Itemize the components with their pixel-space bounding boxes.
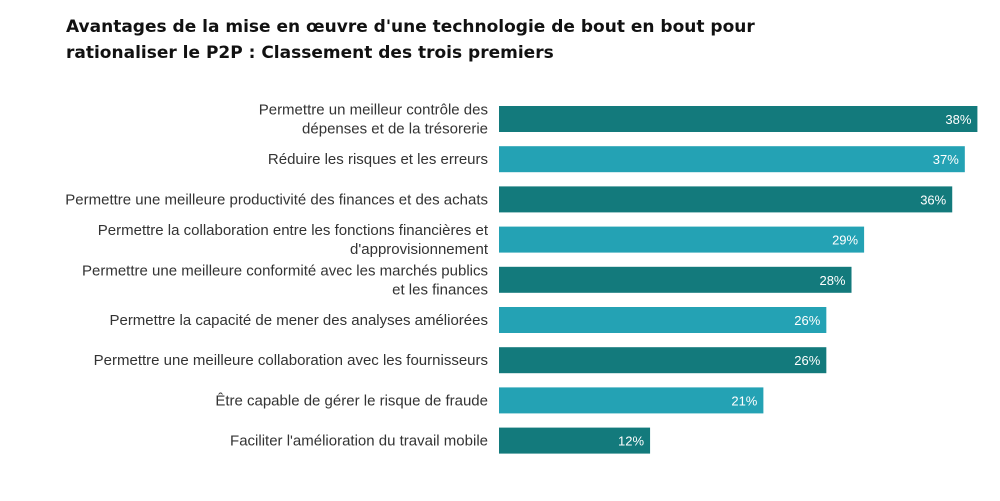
category-label-line: dépenses et de la trésorerie bbox=[302, 121, 488, 138]
bar-2 bbox=[499, 146, 965, 173]
bar-value-label-5: 28% bbox=[819, 273, 845, 288]
chart-title-line-2: rationaliser le P2P : Classement des tro… bbox=[66, 43, 554, 63]
category-label-6: Permettre la capacité de mener des analy… bbox=[109, 312, 488, 329]
bar-6 bbox=[499, 307, 827, 333]
category-label-line: Être capable de gérer le risque de fraud… bbox=[215, 392, 488, 409]
category-label-line: Permettre une meilleure conformité avec … bbox=[82, 262, 488, 279]
category-label-line: et les finances bbox=[392, 281, 488, 298]
category-label-line: Permettre un meilleur contrôle des bbox=[259, 102, 488, 119]
bar-value-label-8: 21% bbox=[731, 393, 757, 408]
category-label-2: Réduire les risques et les erreurs bbox=[268, 151, 488, 168]
chart-title-line-1: Avantages de la mise en œuvre d'une tech… bbox=[66, 17, 755, 37]
category-label-1: Permettre un meilleur contrôle des dépens… bbox=[259, 102, 488, 138]
category-label-line: d'approvisionnement bbox=[350, 241, 489, 258]
bar-7 bbox=[499, 347, 827, 374]
category-label-line: Permettre une meilleure collaboration av… bbox=[94, 352, 488, 369]
bar-1 bbox=[499, 106, 978, 132]
category-label-5: Permettre une meilleure conformité avec … bbox=[82, 262, 488, 298]
category-label-8: Être capable de gérer le risque de fraud… bbox=[215, 392, 488, 409]
bar-value-label-2: 37% bbox=[933, 152, 959, 167]
bar-value-label-1: 38% bbox=[945, 112, 971, 127]
category-label-3: Permettre une meilleure productivité des… bbox=[65, 191, 488, 208]
bar-3 bbox=[499, 186, 953, 213]
category-label-line: Permettre la collaboration entre les fon… bbox=[98, 222, 489, 239]
category-label-line: Faciliter l'amélioration du travail mobi… bbox=[230, 433, 488, 450]
category-label-7: Permettre une meilleure collaboration av… bbox=[94, 352, 488, 369]
bar-5 bbox=[499, 266, 852, 293]
bar-value-label-9: 12% bbox=[618, 434, 644, 449]
chart-title: Avantages de la mise en œuvre d'une tech… bbox=[66, 14, 786, 66]
bar-8 bbox=[499, 387, 764, 414]
bar-value-label-7: 26% bbox=[794, 353, 820, 368]
category-label-4: Permettre la collaboration entre les fon… bbox=[98, 222, 489, 258]
category-label-9: Faciliter l'amélioration du travail mobi… bbox=[230, 433, 488, 450]
category-label-line: Permettre une meilleure productivité des… bbox=[65, 191, 488, 208]
bar-9 bbox=[499, 427, 651, 454]
category-label-line: Réduire les risques et les erreurs bbox=[268, 151, 488, 168]
bar-value-label-6: 26% bbox=[794, 313, 820, 328]
bar-4 bbox=[499, 226, 865, 253]
category-label-line: Permettre la capacité de mener des analy… bbox=[109, 312, 488, 329]
bar-value-label-3: 36% bbox=[920, 192, 946, 207]
bar-value-label-4: 29% bbox=[832, 233, 858, 248]
